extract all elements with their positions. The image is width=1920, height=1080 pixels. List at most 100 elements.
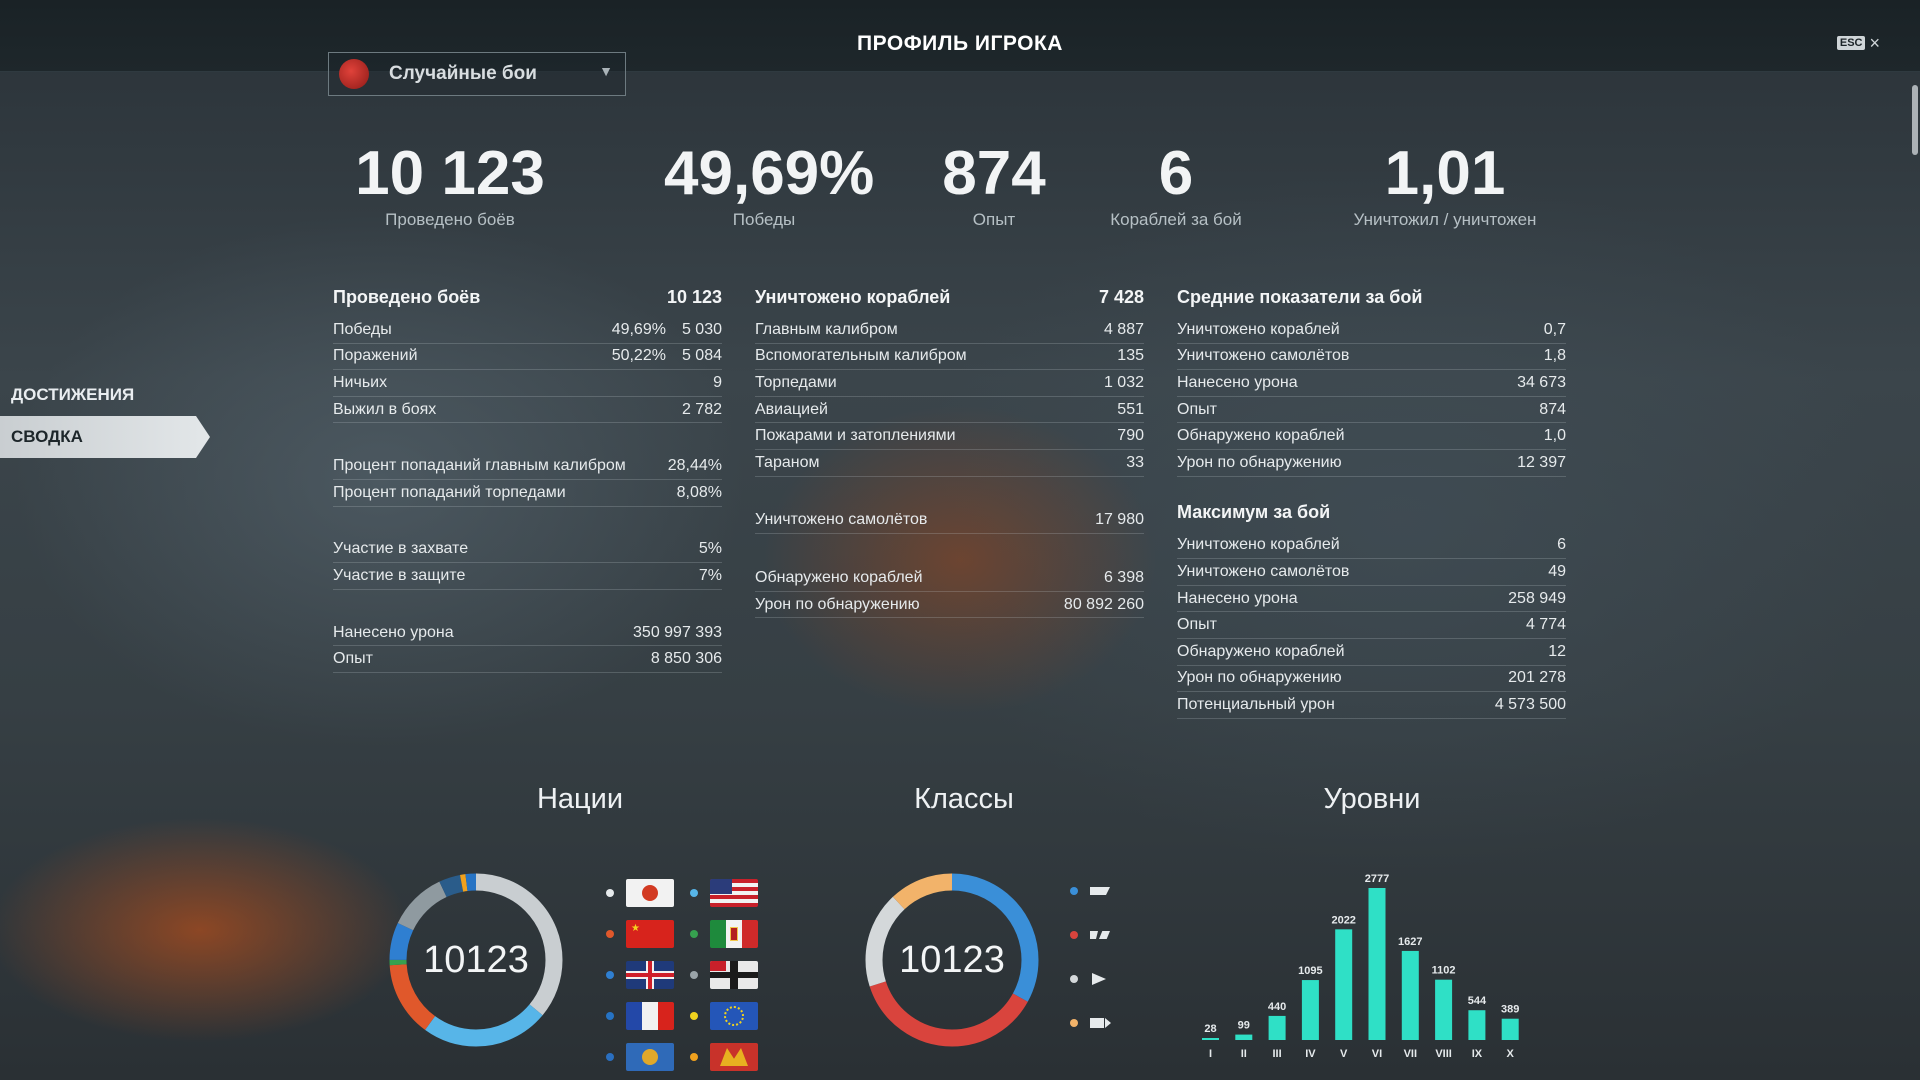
legend-item-germany[interactable]	[690, 961, 758, 989]
classes-segment-aircraft-carrier[interactable]	[865, 873, 1039, 1047]
stat-row: Ничьих 9	[333, 370, 722, 397]
legend-dot	[690, 930, 698, 938]
tier-bar-VII[interactable]	[1401, 950, 1419, 1040]
nations-segment-europe[interactable]	[389, 873, 563, 1047]
tier-bar-IX[interactable]	[1468, 1010, 1486, 1040]
row-value: 4 774	[1525, 616, 1566, 634]
spacer	[1177, 477, 1566, 499]
nav-item-summary[interactable]: СВОДКА	[0, 416, 210, 458]
legend-dot	[606, 889, 614, 897]
classes-segment-battleship[interactable]	[865, 873, 1039, 1047]
legend-dot	[606, 971, 614, 979]
stat-row: Участие в захвате 5%	[333, 537, 722, 564]
tier-bar-VIII[interactable]	[1435, 979, 1453, 1040]
cruiser-icon	[1090, 929, 1112, 941]
legend-item-uk[interactable]	[606, 961, 674, 989]
row-value: 6 398	[1103, 568, 1144, 586]
stat-battles: 10 123 Проведено боёв	[350, 140, 550, 230]
destroyer-icon	[1090, 885, 1112, 897]
stat-row: Уничтожено самолётов 1,8	[1177, 344, 1566, 371]
destroyed-column: Уничтожено кораблей 7 428 Главным калибр…	[755, 283, 1144, 619]
stat-row: Урон по обнаружению 201 278	[1177, 666, 1566, 693]
row-name: Потенциальный урон	[1177, 695, 1335, 713]
stat-row: Победы 49,69% 5 030	[333, 317, 722, 344]
tier-bar-II[interactable]	[1235, 1034, 1253, 1040]
legend-item-destroyer[interactable]	[1070, 885, 1112, 897]
nations-segment-france[interactable]	[389, 873, 563, 1047]
tier-bar-V[interactable]	[1335, 929, 1353, 1040]
row-value: 5 084	[681, 347, 722, 365]
tier-bar-I[interactable]	[1202, 1038, 1219, 1040]
nations-chart-title: Нации	[536, 783, 624, 815]
legend-item-italy[interactable]	[690, 920, 758, 948]
classes-donut-chart[interactable]: 10123	[860, 868, 1044, 1052]
close-button[interactable]: ESC ×	[1836, 33, 1880, 53]
battle-mode-dropdown[interactable]: Случайные бои ▼	[328, 52, 626, 96]
tier-value-label: 28	[1204, 1023, 1216, 1035]
row-name: Выжил в боях	[333, 400, 437, 418]
stat-row: Главным калибром 4 887	[755, 317, 1144, 344]
stat-ships-per-battle: 6 Кораблей за бой	[1066, 140, 1286, 230]
row-value: 790	[1117, 427, 1144, 445]
flag-usa-icon	[710, 879, 758, 907]
legend-item-battleship[interactable]	[1070, 973, 1112, 985]
legend-dot	[690, 1053, 698, 1061]
row-name: Уничтожено кораблей	[1177, 536, 1340, 554]
nav-item-achievements[interactable]: ДОСТИЖЕНИЯ	[0, 374, 210, 416]
tier-bar-X[interactable]	[1501, 1018, 1519, 1040]
row-value: 7%	[698, 566, 722, 584]
row-value: 0,7	[1543, 320, 1566, 338]
stat-row: Нанесено урона 258 949	[1177, 586, 1566, 613]
stat-row: Процент попаданий главным калибром 28,44%	[333, 453, 722, 480]
row-value: 258 949	[1508, 589, 1566, 607]
legend-dot	[606, 1012, 614, 1020]
tier-category-label: VI	[1372, 1048, 1382, 1060]
legend-dot	[690, 889, 698, 897]
legend-dot	[690, 1012, 698, 1020]
tier-bar-III[interactable]	[1268, 1015, 1286, 1040]
stat-row: Обнаружено кораблей 6 398	[755, 565, 1144, 592]
averages-column: Средние показатели за бой Уничтожено кор…	[1177, 283, 1566, 719]
row-name: Нанесено урона	[333, 623, 454, 641]
random-battles-icon	[339, 59, 369, 89]
nations-donut-chart[interactable]: 10123	[384, 868, 568, 1052]
nations-segment-ussr[interactable]	[389, 873, 563, 1047]
stat-label: Проведено боёв	[385, 210, 515, 229]
tier-category-label: X	[1507, 1048, 1515, 1060]
scrollbar-thumb[interactable]	[1912, 85, 1918, 155]
header-label: Проведено боёв	[333, 286, 481, 307]
row-name: Участие в захвате	[333, 540, 469, 558]
tier-bar-IV[interactable]	[1301, 980, 1319, 1040]
stat-row: Опыт 4 774	[1177, 612, 1566, 639]
nations-donut-svg	[389, 873, 563, 1047]
aircraft-carrier-icon	[1090, 1017, 1112, 1029]
stat-label: Победы	[732, 210, 796, 229]
row-name: Обнаружено кораблей	[1177, 642, 1345, 660]
tier-value-label: 1102	[1432, 965, 1456, 977]
row-name: Опыт	[1177, 400, 1217, 418]
legend-item-pan-america[interactable]	[690, 1043, 758, 1071]
legend-item-cruiser[interactable]	[1070, 929, 1112, 941]
row-name: Урон по обнаружению	[755, 595, 920, 613]
row-name: Нанесено урона	[1177, 373, 1298, 391]
legend-item-pan-asia[interactable]	[606, 1043, 674, 1071]
legend-item-usa[interactable]	[690, 879, 758, 907]
stat-row: Пожарами и затоплениями 790	[755, 423, 1144, 450]
legend-item-ussr[interactable]: ★	[606, 920, 674, 948]
stat-value: 6	[1158, 139, 1194, 208]
legend-item-france[interactable]	[606, 1002, 674, 1030]
row-name: Процент попаданий главным калибром	[333, 457, 626, 475]
tier-value-label: 389	[1501, 1004, 1519, 1016]
row-value: 12 397	[1517, 453, 1566, 471]
stat-row: Обнаружено кораблей 12	[1177, 639, 1566, 666]
classes-segment-cruiser[interactable]	[865, 873, 1039, 1047]
stat-row: Уничтожено самолётов 17 980	[755, 508, 1144, 535]
tier-bar-VI[interactable]	[1368, 888, 1386, 1040]
flag-germany-icon	[710, 961, 758, 989]
stat-row: Опыт 874	[1177, 397, 1566, 424]
row-name: Торпедами	[755, 373, 837, 391]
legend-item-europe[interactable]	[690, 1002, 758, 1030]
close-icon: ×	[1869, 33, 1880, 53]
legend-item-aircraft-carrier[interactable]	[1070, 1017, 1112, 1029]
legend-item-japan[interactable]	[606, 879, 674, 907]
